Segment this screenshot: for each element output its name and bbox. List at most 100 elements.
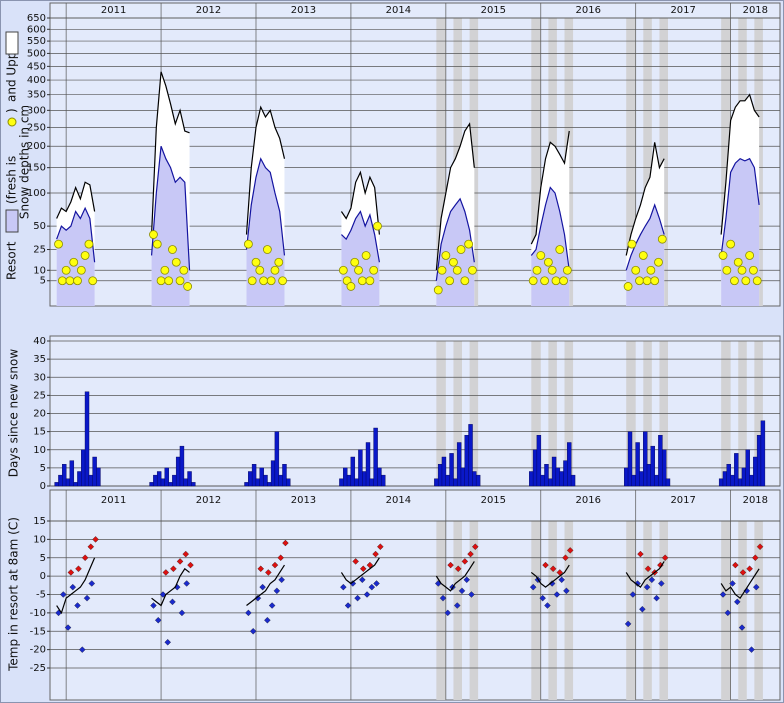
bar — [377, 467, 382, 487]
y-tick-label: 200 — [27, 141, 46, 152]
x-tick-label: 2015 — [481, 5, 506, 16]
point — [627, 239, 637, 249]
point — [468, 265, 477, 275]
y-tick-label: 600 — [27, 24, 46, 35]
point — [251, 257, 261, 267]
bar — [559, 471, 564, 487]
point — [156, 276, 166, 286]
point — [562, 554, 569, 562]
bar — [734, 453, 739, 487]
y-tick-label: 100 — [27, 188, 46, 199]
y-tick-label: 550 — [27, 36, 46, 47]
bar — [570, 474, 576, 487]
point — [164, 276, 174, 286]
point — [639, 605, 646, 613]
area-line — [530, 130, 570, 245]
line — [340, 557, 380, 585]
bar — [168, 482, 173, 487]
area-line — [625, 142, 665, 256]
point — [278, 276, 287, 286]
point — [566, 547, 574, 554]
point — [88, 580, 96, 587]
point — [555, 245, 565, 254]
point — [368, 583, 376, 591]
point — [441, 251, 451, 260]
point — [249, 627, 257, 635]
point — [354, 594, 361, 602]
x-tick-label: 2018 — [743, 495, 768, 506]
point — [244, 239, 253, 249]
bar — [274, 431, 280, 487]
y-tick-label: 50 — [33, 221, 46, 232]
point — [176, 558, 184, 565]
line — [625, 561, 665, 589]
bar — [567, 442, 572, 487]
point — [539, 594, 546, 602]
x-tick-label: 2018 — [743, 5, 768, 16]
plot-area — [49, 489, 781, 701]
y-tick-label: 10 — [33, 534, 46, 545]
y-tick-label: 0 — [40, 571, 46, 582]
point — [81, 554, 89, 562]
bar — [445, 474, 450, 487]
x-tick-label: 2011 — [101, 495, 126, 506]
point — [657, 234, 667, 244]
point — [544, 602, 551, 609]
point — [650, 276, 660, 286]
point — [369, 265, 379, 275]
point — [749, 265, 758, 275]
bar — [548, 478, 553, 487]
point — [344, 602, 352, 609]
point — [724, 609, 732, 617]
bar — [346, 474, 352, 487]
point — [69, 583, 77, 591]
bar — [65, 478, 71, 487]
shaded-period — [453, 521, 462, 700]
y-tick-label: 500 — [27, 48, 46, 59]
bar — [460, 467, 466, 487]
y-tick-label: 15 — [33, 516, 46, 527]
point — [722, 265, 732, 275]
bar — [164, 467, 169, 487]
point — [154, 616, 162, 624]
point — [152, 239, 162, 249]
point — [349, 580, 357, 587]
point — [54, 239, 63, 249]
bar — [722, 471, 728, 487]
bar — [69, 460, 75, 487]
bar — [639, 471, 644, 487]
point — [278, 576, 285, 584]
area-line — [56, 206, 96, 263]
bar — [551, 456, 557, 487]
point — [73, 276, 82, 286]
point — [733, 257, 743, 267]
point — [359, 576, 366, 584]
bar — [563, 460, 568, 487]
point — [179, 265, 189, 275]
legend-swatch — [5, 31, 19, 55]
shaded-period — [721, 521, 731, 700]
bar — [555, 467, 561, 487]
point — [160, 265, 170, 275]
x-tick-label: 2014 — [386, 5, 411, 16]
point — [164, 638, 171, 646]
point — [352, 558, 359, 565]
shaded-period — [469, 521, 479, 700]
point — [468, 591, 475, 598]
shaded-period — [531, 521, 541, 700]
bar — [365, 442, 371, 487]
point — [644, 565, 652, 573]
point — [461, 558, 469, 565]
point — [756, 543, 764, 551]
point — [658, 580, 665, 587]
point — [729, 580, 736, 587]
bar — [456, 442, 462, 487]
area-line — [150, 71, 190, 235]
point — [447, 561, 454, 569]
point — [635, 276, 644, 286]
bar — [544, 464, 549, 487]
shaded-period — [436, 18, 446, 306]
bar — [741, 467, 747, 487]
point — [61, 265, 71, 275]
